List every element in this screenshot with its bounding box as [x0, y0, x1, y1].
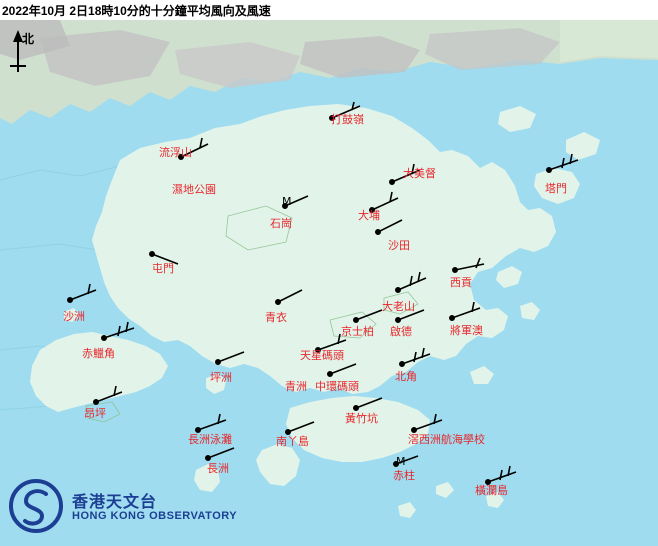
wind-barb-taimoshan	[394, 271, 427, 293]
north-label: 北	[22, 32, 35, 46]
north-arrow: 北	[6, 26, 40, 76]
station-label: 滘西洲航海學校	[408, 433, 485, 446]
hko-emblem-icon	[9, 479, 63, 533]
wind-barbs	[67, 101, 579, 485]
wind-barb-saikung	[451, 257, 485, 274]
page-title: 2022年10月 2日18時10分的十分鐘平均風向及風速	[2, 4, 271, 18]
wind-barb-waglan	[484, 465, 517, 485]
station-label: 流浮山	[159, 146, 192, 159]
station-label: 青衣	[265, 311, 287, 324]
wind-barb-shekkong	[281, 195, 309, 210]
station-label: 京士柏	[341, 325, 374, 338]
wind-barb-starferry	[314, 333, 347, 353]
logo-chinese: 香港天文台	[72, 492, 158, 511]
wind-barb-taimeituk	[388, 163, 421, 186]
station-label: 昂坪	[84, 407, 106, 420]
station-label: 黃竹坑	[345, 412, 378, 425]
station-label: 天星碼頭	[300, 349, 344, 362]
wind-barb-tuenmun	[149, 251, 179, 265]
station-label: M	[282, 195, 292, 208]
wind-barb-wongchukhang	[352, 397, 383, 411]
station-label: M	[396, 455, 406, 468]
station-label: 西貢	[450, 276, 472, 289]
station-label: 青洲	[285, 380, 307, 393]
station-label: 石崗	[270, 217, 292, 230]
wind-barb-cheungchau	[205, 447, 235, 461]
wind-barb-ngongping	[93, 385, 123, 405]
wind-barb-shachau	[67, 283, 97, 303]
station-label: 赤柱	[393, 469, 415, 482]
station-label: 坪洲	[210, 371, 232, 384]
station-label: 赤鱲角	[82, 347, 115, 360]
logo-english: HONG KONG OBSERVATORY	[72, 510, 238, 522]
station-label: 大美督	[403, 167, 436, 180]
wind-barb-chaplapkok	[101, 321, 135, 341]
station-label: 中環碼頭	[315, 380, 359, 393]
wind-barb-taipo	[368, 191, 399, 214]
wind-barb-shatin	[374, 219, 403, 236]
station-label: 北角	[395, 370, 417, 383]
wind-barb-kaitak	[394, 309, 425, 323]
station-label: 大老山	[382, 300, 415, 313]
station-label: 啟德	[390, 325, 412, 338]
wind-barb-stanley	[392, 455, 419, 467]
wind-barb-centralpier	[326, 363, 357, 377]
hongkong-landmass	[30, 104, 600, 518]
wind-barb-lamma	[284, 421, 315, 435]
map-graphics	[0, 20, 658, 518]
station-label: 沙田	[388, 239, 410, 252]
wind-barb-tseungkwano	[448, 301, 481, 321]
wind-barb-sailingschool	[410, 413, 443, 433]
station-label: 濕地公園	[172, 183, 216, 196]
wind-map[interactable]: 打鼓嶺流浮山濕地公園 大美督塔門石崗 大埔沙田屯門西貢沙洲 青衣 大老山赤鱲角 京士柏 啟德…	[0, 20, 658, 546]
mainland-landmass	[0, 20, 658, 124]
station-label: 長洲泳灘	[188, 433, 232, 446]
wind-barb-tsingyi	[274, 289, 303, 305]
wind-barb-tapmun	[545, 153, 579, 174]
station-label: 沙洲	[63, 310, 85, 323]
station-label: 橫瀾島	[475, 484, 508, 497]
wind-barb-northpoint	[398, 347, 431, 367]
station-label: 將軍澳	[450, 324, 483, 337]
wind-barb-kingspark	[352, 309, 383, 323]
wind-barb-tagulingx	[328, 101, 361, 122]
wind-barb-pengchau	[215, 351, 245, 365]
station-label: 大埔	[358, 209, 380, 222]
station-label: 打鼓嶺	[331, 113, 364, 126]
wind-barb-laufaushan	[178, 137, 209, 161]
wind-barb-cheungchaubeach	[195, 413, 227, 433]
station-label: 塔門	[545, 182, 567, 195]
station-label: 南丫島	[276, 435, 309, 448]
station-label: 屯門	[152, 262, 174, 275]
hko-logo: 香港天文台 HONG KONG OBSERVATORY	[8, 478, 258, 538]
station-label: 長洲	[207, 462, 229, 475]
